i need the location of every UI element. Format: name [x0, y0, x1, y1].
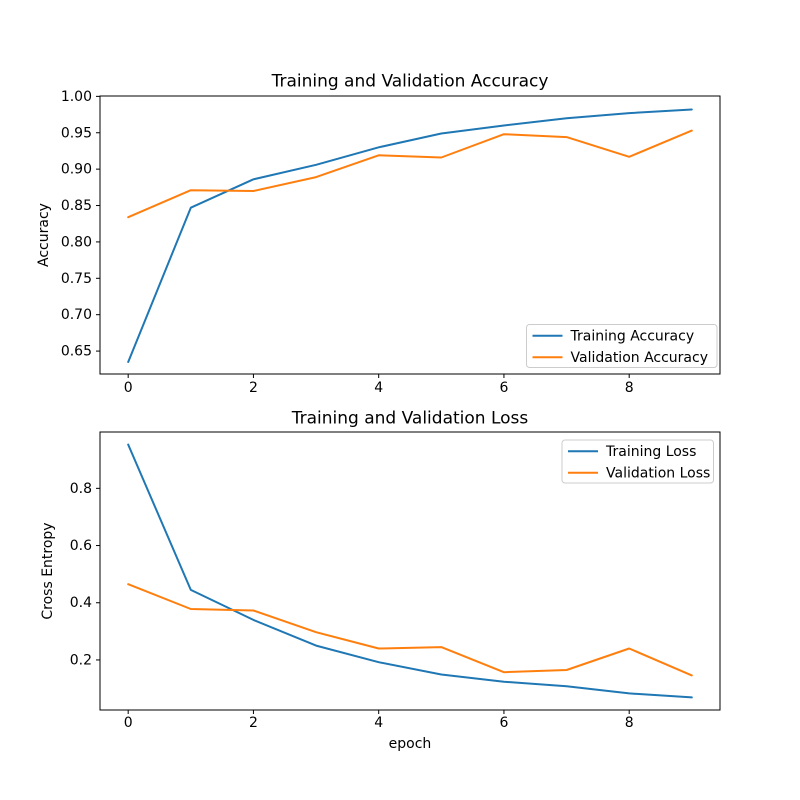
training-loss-line [127, 443, 693, 699]
y-tick-label: 0.80 [61, 234, 92, 250]
y-tick-label: 0.70 [61, 307, 92, 323]
y-tick-label: 0.2 [70, 652, 92, 668]
accuracy-plot-area: 0 2 4 6 8 0.65 0.70 0.75 0.80 0.85 0.90 0.95 1.00 [61, 89, 721, 396]
y-tick-label: 0.65 [61, 344, 92, 360]
loss-legend: Training Loss Validation Loss [561, 439, 714, 484]
y-tick-label: 0.6 [70, 538, 92, 554]
loss-chart: 0 2 4 6 8 0.2 0.4 0.6 0.8 Training and Validatio… [40, 409, 721, 752]
x-tick-label: 4 [374, 380, 383, 396]
legend-label: Validation Loss [606, 465, 710, 481]
y-tick-label: 0.75 [61, 271, 92, 287]
y-tick-label: 0.85 [61, 198, 92, 214]
y-tick-label: 1.00 [61, 89, 92, 105]
loss-plot-area: 0 2 4 6 8 0.2 0.4 0.6 0.8 [70, 431, 721, 731]
y-tick-label: 0.8 [70, 481, 92, 497]
loss-x-axis-label: epoch [389, 736, 432, 752]
x-tick-label: 8 [625, 715, 634, 731]
training-accuracy-line [127, 108, 693, 363]
legend-label: Training Accuracy [570, 328, 695, 344]
y-tick-label: 0.4 [70, 595, 92, 611]
legend-box [526, 324, 718, 368]
legend-label: Validation Accuracy [571, 350, 709, 366]
accuracy-legend: Training Accuracy Validation Accuracy [526, 324, 718, 368]
y-tick-label: 0.95 [61, 125, 92, 141]
axes-frame [99, 431, 721, 711]
axes-frame [99, 95, 721, 375]
accuracy-chart-title: Training and Validation Accuracy [271, 72, 549, 92]
x-tick-label: 8 [625, 380, 634, 396]
legend-label: Training Loss [605, 444, 696, 460]
legend-box [561, 439, 714, 484]
loss-y-axis-label: Cross Entropy [40, 522, 56, 619]
loss-chart-title: Training and Validation Loss [291, 409, 529, 429]
x-tick-label: 6 [499, 715, 508, 731]
validation-accuracy-line [127, 129, 693, 219]
x-tick-label: 0 [124, 380, 133, 396]
validation-loss-line [127, 583, 693, 677]
x-tick-label: 2 [249, 715, 258, 731]
accuracy-chart: 0 2 4 6 8 0.65 0.70 0.75 0.80 0.85 0.90 0.95 1.00 Tr… [36, 72, 721, 396]
x-tick-label: 4 [374, 715, 383, 731]
x-tick-label: 2 [249, 380, 258, 396]
y-tick-label: 0.90 [61, 162, 92, 178]
x-tick-label: 6 [499, 380, 508, 396]
accuracy-y-axis-label: Accuracy [36, 203, 52, 267]
x-tick-label: 0 [124, 715, 133, 731]
